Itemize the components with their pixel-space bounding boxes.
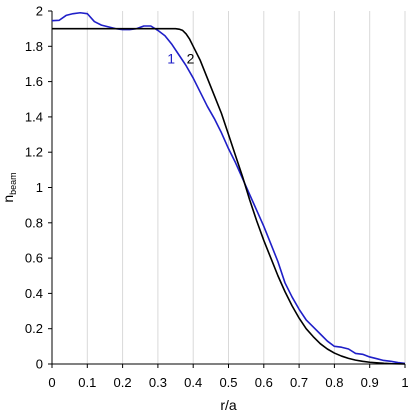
y-tick-label: 0.2 [25,321,43,336]
x-tick-label: 0 [48,375,55,390]
y-axis-title-sub: beam [8,172,18,195]
y-tick-label: 0.6 [25,251,43,266]
y-tick-label: 0.4 [25,286,43,301]
y-tick-label: 1.2 [25,145,43,160]
y-axis-title: nbeam [0,172,18,202]
series-label-1: 1 [167,51,175,67]
y-tick-label: 1.8 [25,39,43,54]
x-tick-label: 1 [401,375,408,390]
y-axis-title-main: n [0,195,16,203]
tick-labels: 0 0.2 0.4 0.6 0.8 1 1.2 1.4 1.6 1.8 2 0 0.1 0.2 0.3 0.4… [25,4,409,391]
y-tick-label: 2 [36,4,43,19]
x-tick-label: 0.5 [219,375,237,390]
y-tick-label: 0.8 [25,215,43,230]
y-tick-label: 1 [36,180,43,195]
x-tick-label: 0.8 [325,375,343,390]
y-tick-label: 1.6 [25,74,43,89]
x-tick-label: 0.2 [114,375,132,390]
x-tick-label: 0.9 [361,375,379,390]
x-tick-label: 0.4 [184,375,202,390]
x-tick-label: 0.1 [78,375,96,390]
series-label-2: 2 [187,51,195,67]
y-tick-label: 1.4 [25,109,43,124]
x-tick-label: 0.6 [255,375,273,390]
y-tick-label: 0 [36,357,43,372]
x-axis-title: r/a [220,397,237,413]
x-tick-label: 0.3 [149,375,167,390]
x-tick-label: 0.7 [290,375,308,390]
axes [48,11,405,368]
